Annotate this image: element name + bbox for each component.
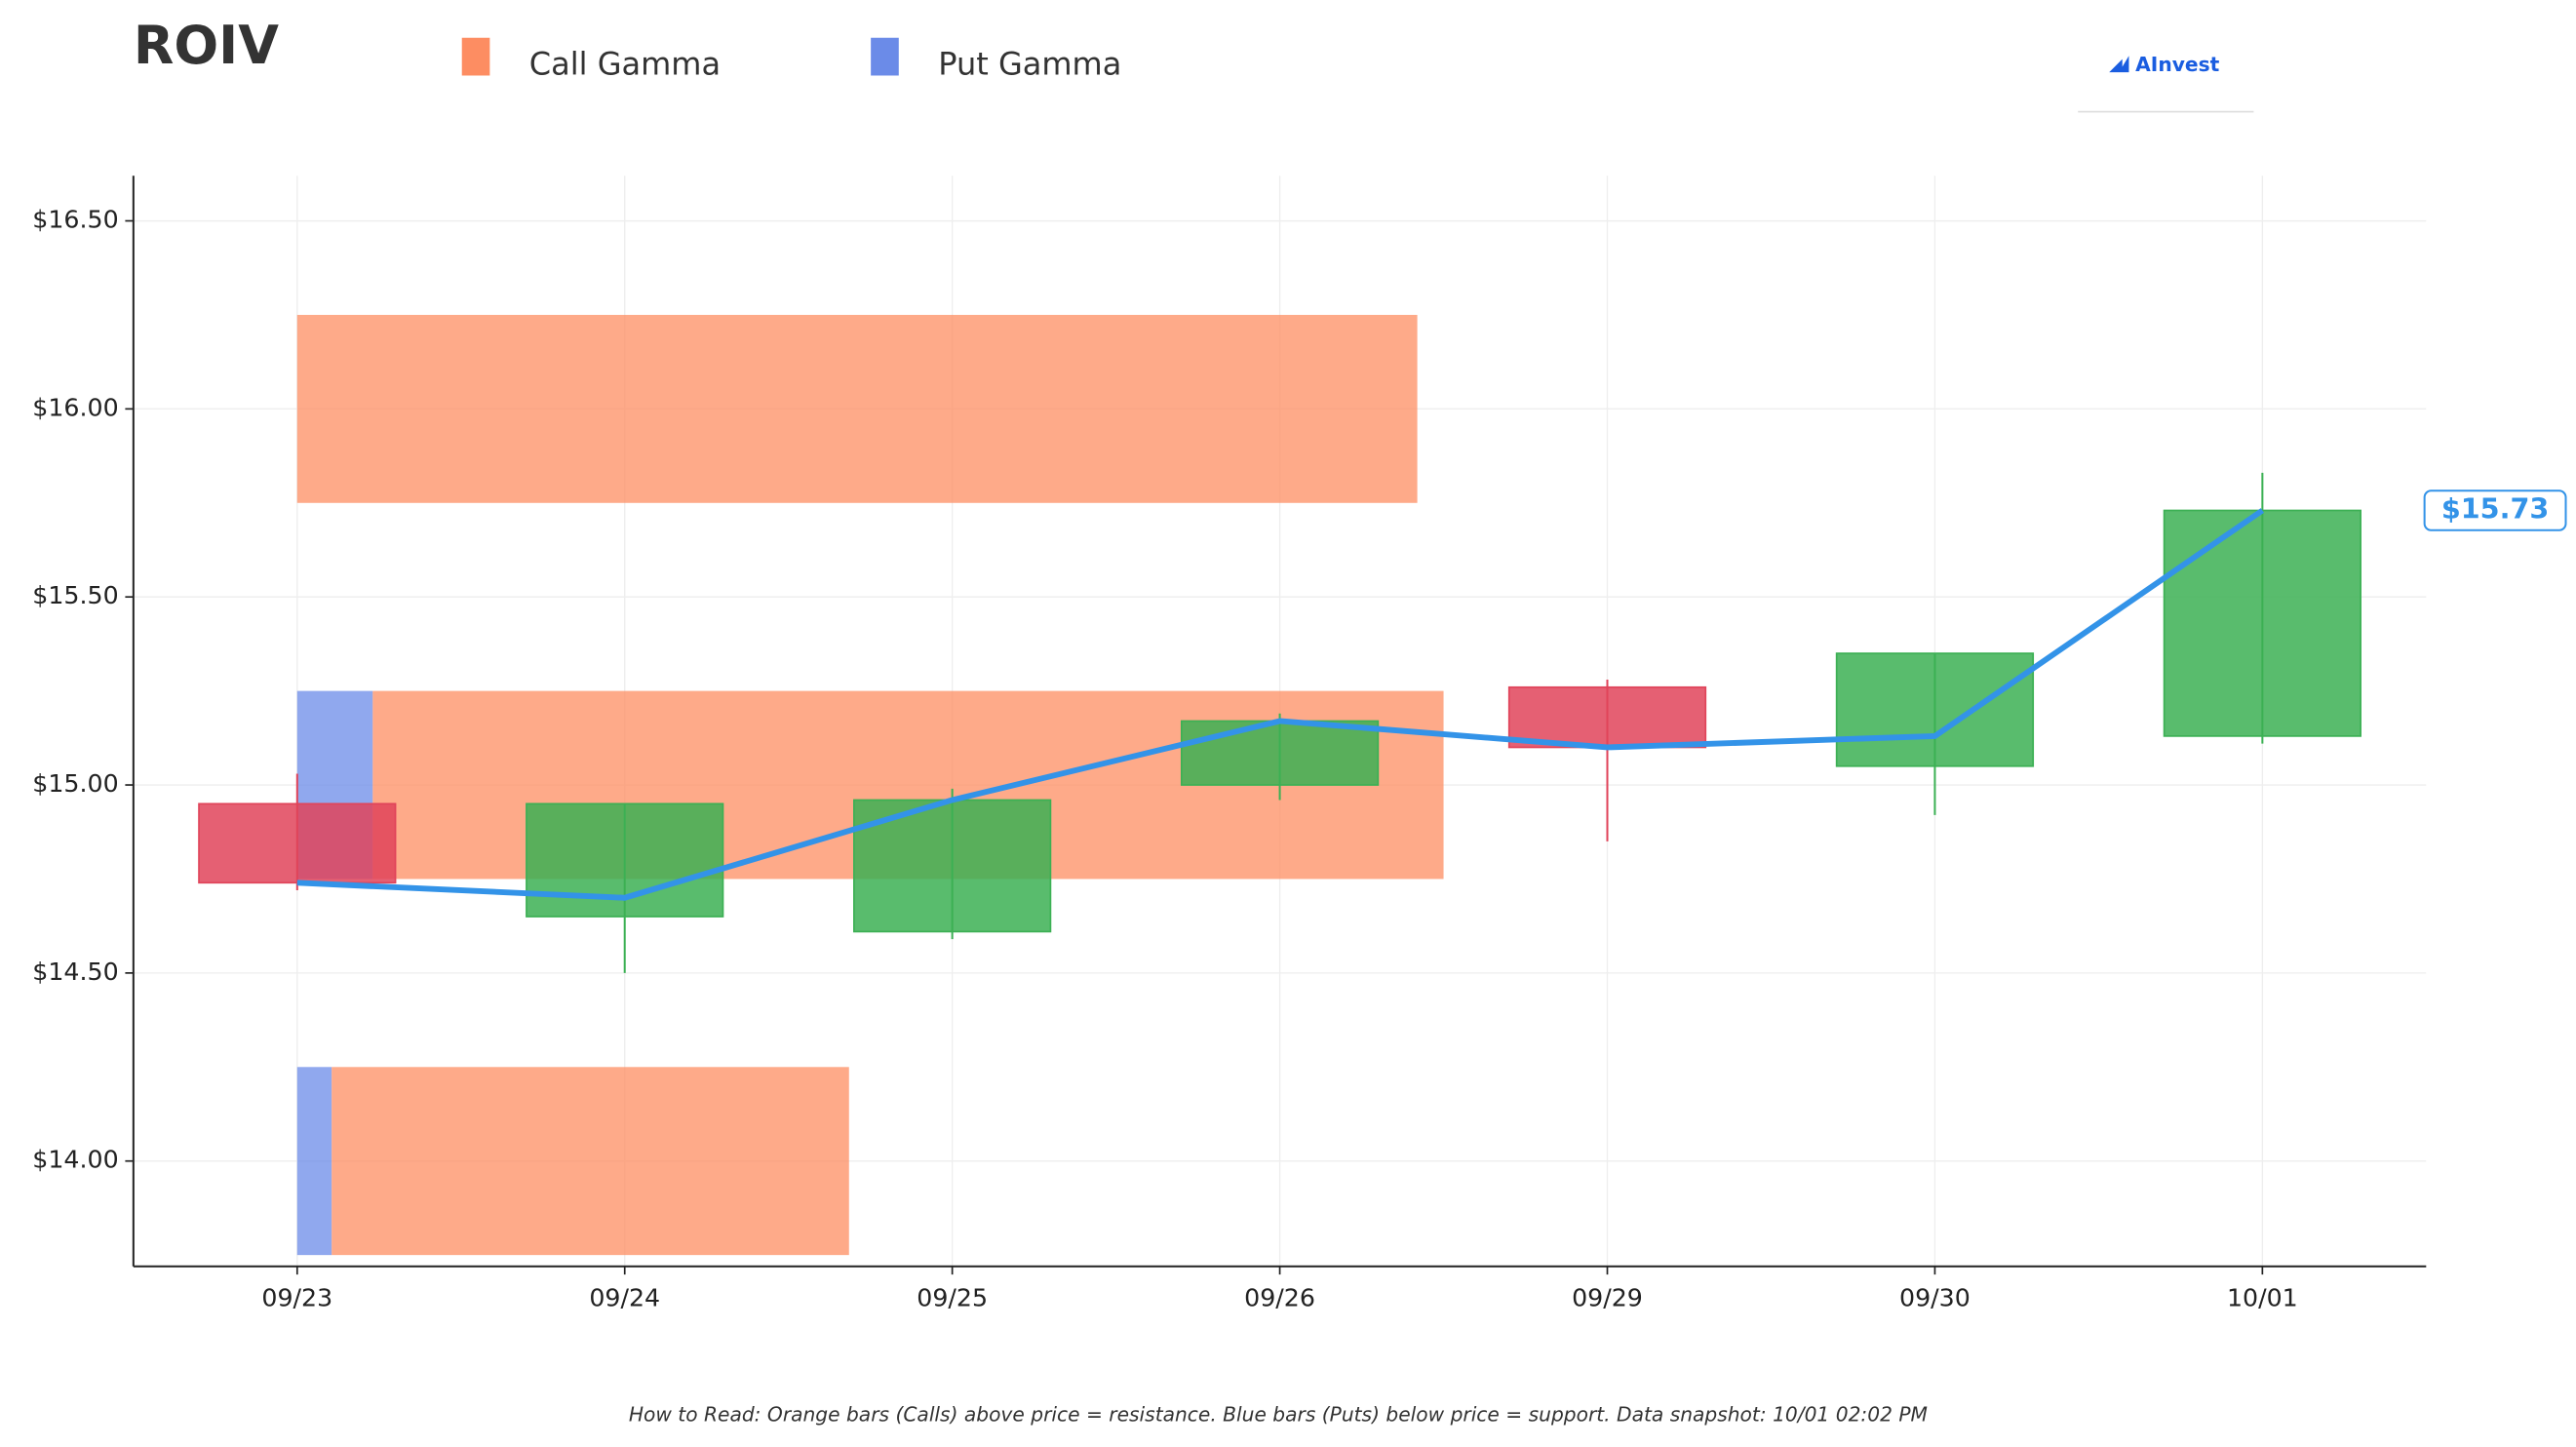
gamma-bar (296, 1067, 332, 1256)
y-tick-label: $15.00 (32, 769, 118, 798)
y-tick-label: $16.50 (32, 206, 118, 234)
y-tick-label: $14.00 (32, 1146, 118, 1174)
gamma-bar (332, 1067, 849, 1256)
x-tick-label: 09/29 (1572, 1283, 1643, 1311)
x-tick-label: 09/24 (589, 1283, 660, 1311)
logo-icon (2109, 56, 2129, 73)
note: How to Read: Orange bars (Calls) above p… (629, 1402, 1928, 1426)
logo-text: AInvest (2135, 53, 2219, 76)
legend-label: Put Gamma (938, 45, 1121, 82)
x-tick-label: 09/23 (261, 1283, 332, 1311)
x-tick-label: 09/30 (1899, 1283, 1971, 1311)
candle-body (1507, 685, 1707, 749)
x-tick-label: 09/25 (917, 1283, 988, 1311)
price-label-box (2423, 489, 2567, 531)
legend-label: Call Gamma (529, 45, 721, 82)
x-tick-label: 10/01 (2227, 1283, 2298, 1311)
y-tick-label: $15.50 (32, 581, 118, 609)
candle-body (1180, 720, 1380, 786)
candle-body (198, 802, 397, 884)
price-line (296, 508, 2265, 901)
y-tick-label: $14.50 (32, 958, 118, 986)
legend-swatch (871, 37, 899, 76)
chart-title: ROIV (134, 15, 279, 76)
candle-body (1835, 652, 2035, 767)
candle-body (2163, 509, 2361, 737)
x-tick-label: 09/26 (1244, 1283, 1315, 1311)
legend-swatch (461, 37, 490, 76)
logo: AInvest (2078, 53, 2254, 113)
y-tick-label: $16.00 (32, 393, 118, 421)
price-label: $15.73 (2441, 491, 2549, 525)
gamma-bar (296, 314, 1418, 503)
